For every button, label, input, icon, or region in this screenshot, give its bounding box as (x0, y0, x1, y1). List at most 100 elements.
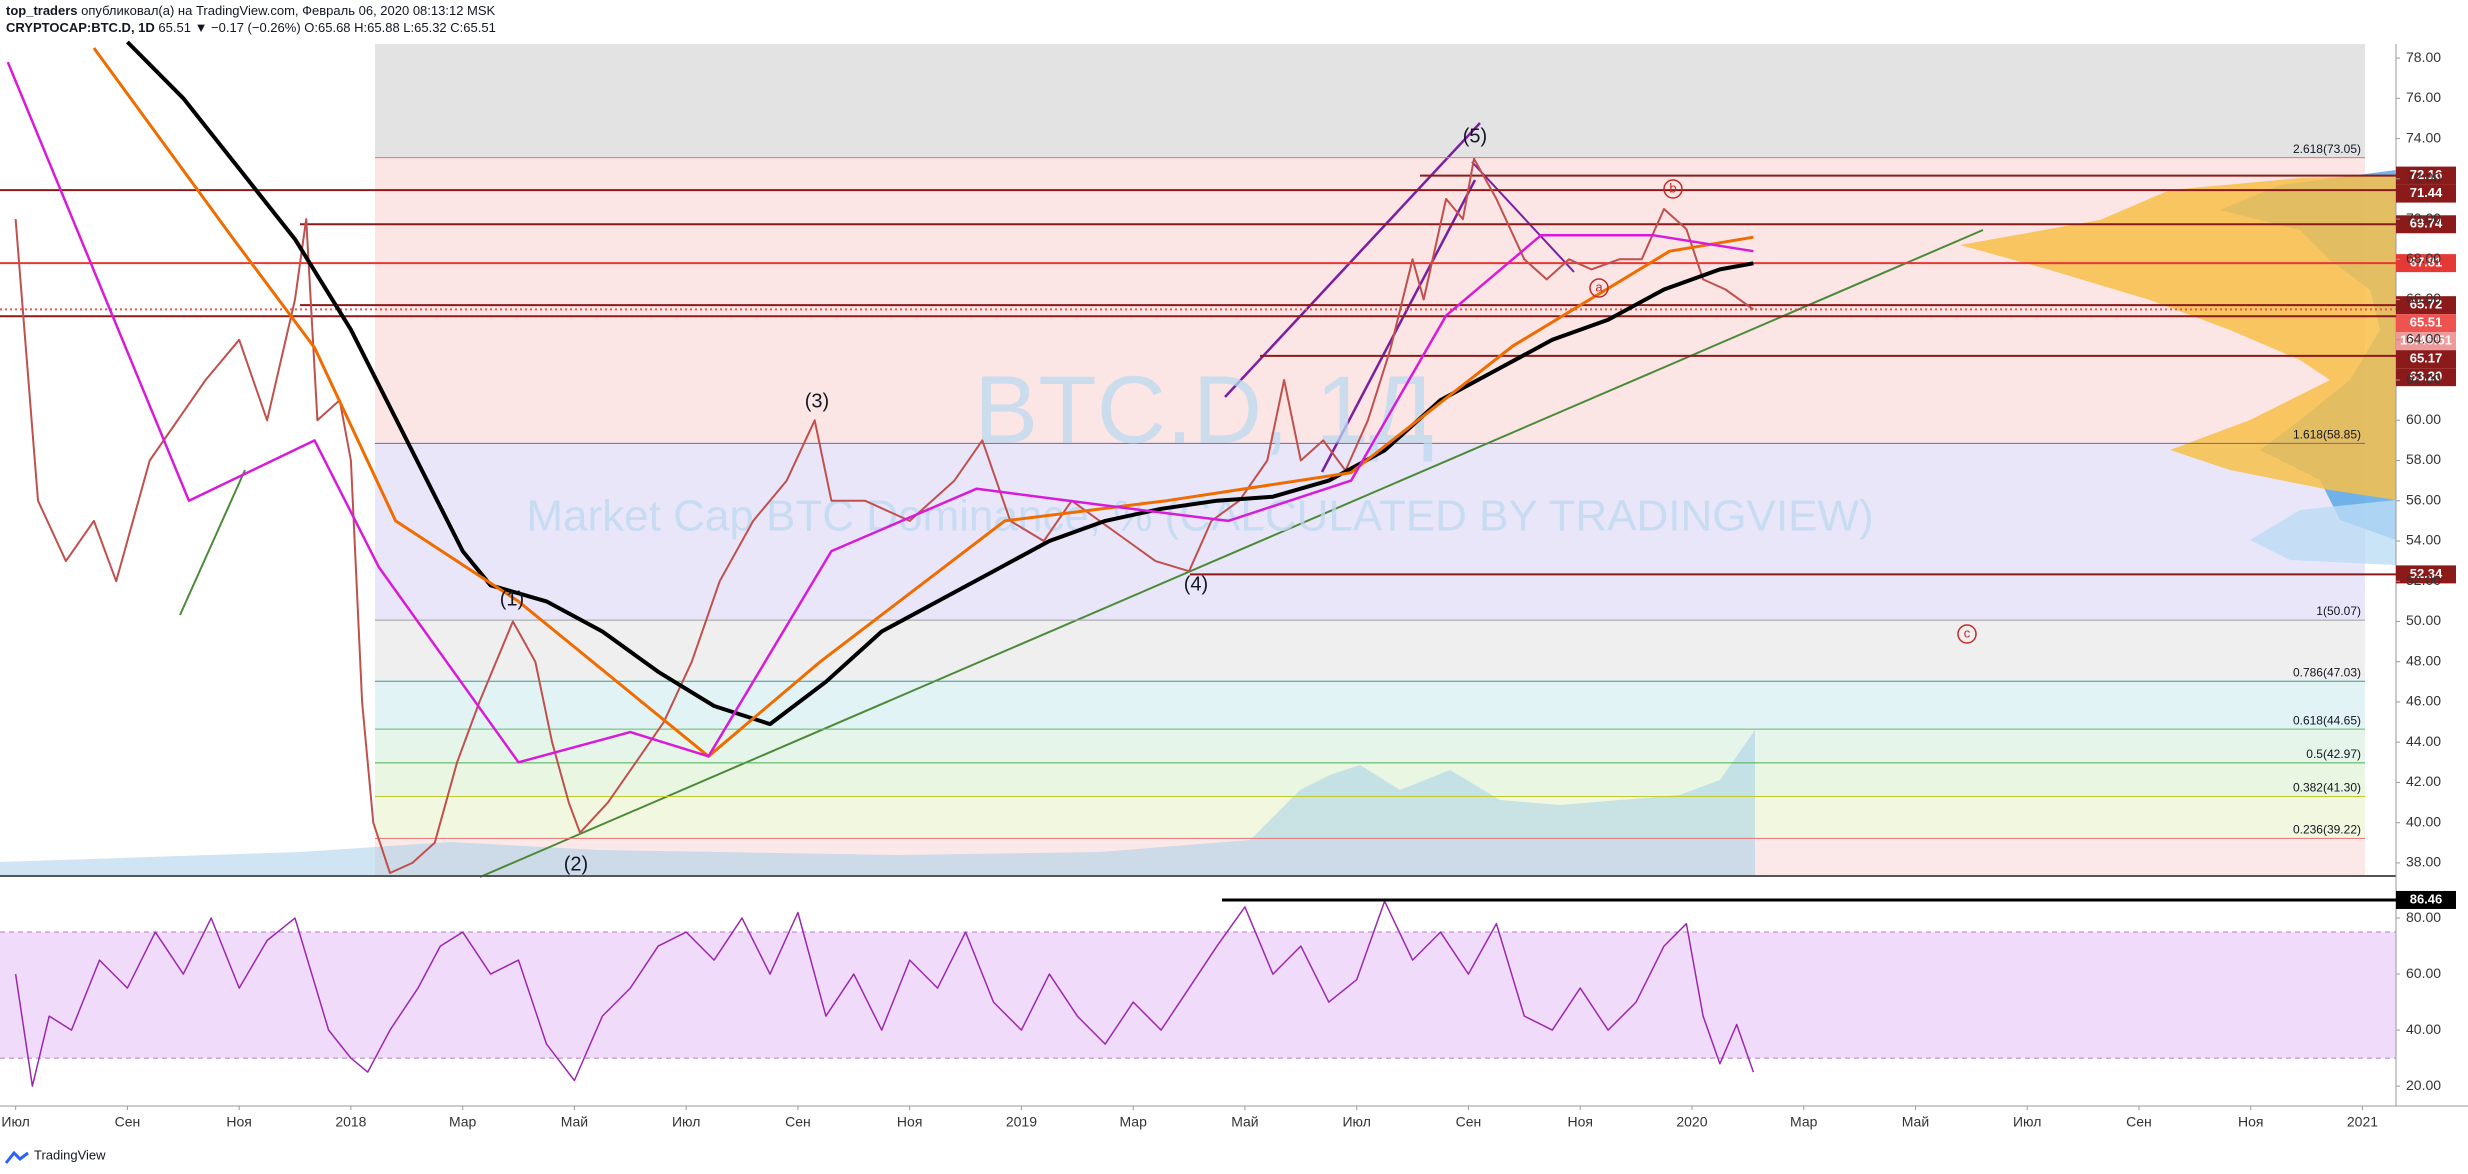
x-tick-label: Июл (672, 1114, 700, 1130)
series-line (14, 157, 1754, 874)
series-line (14, 900, 1755, 1087)
rsi-band (0, 932, 2396, 1059)
x-tick-label: 2020 (1676, 1114, 1707, 1130)
logo (4, 1150, 29, 1164)
fib-band (375, 729, 2365, 763)
wave-label: b (1669, 180, 1676, 195)
y-tick-label: 42.00 (2406, 773, 2441, 789)
fib-band (375, 44, 2365, 158)
y-tick-label: 38.00 (2406, 854, 2441, 870)
x-tick-label: Сен (785, 1114, 811, 1130)
y-tick-label: 60.00 (2406, 411, 2441, 427)
wave-circle (1957, 624, 1977, 644)
y-tick-label: 46.00 (2406, 693, 2441, 709)
symbol: CRYPTOCAP:BTC.D, 1D (6, 20, 155, 35)
quote: 65.51 ▼ −0.17 (−0.26%) O:65.68 H:65.88 L… (158, 20, 496, 35)
wave-label: (3) (805, 390, 829, 412)
fib-band (375, 157, 2365, 444)
price-label-box (2396, 166, 2456, 185)
published: опубликовал(а) на TradingView.com, Февра… (81, 3, 496, 18)
y-tick-label: 56.00 (2406, 491, 2441, 507)
y-tick-label: 74.00 (2406, 129, 2441, 145)
x-tick-label: Июл (2013, 1114, 2041, 1130)
y-tick-label: 66.00 (2406, 290, 2441, 306)
channel-line (1224, 122, 1481, 398)
fib-band (375, 620, 2365, 682)
header-line-1: top_traders опубликовал(а) на TradingVie… (6, 2, 496, 19)
series-line (125, 40, 1754, 727)
y-tick-label: 70.00 (2406, 210, 2441, 226)
y-tick-label: 20.00 (2406, 1077, 2441, 1093)
fib-label: 0.236(39.22) (2293, 823, 2361, 837)
y-tick-label: 64.00 (2406, 330, 2441, 346)
countdown-box (2396, 332, 2456, 351)
price-label-box (2396, 350, 2456, 369)
x-tick-label: Ноя (2238, 1114, 2263, 1130)
countdown: 18:46:51 (2400, 333, 2452, 348)
price-label-box (2396, 215, 2456, 234)
price-label-box (2396, 296, 2456, 315)
x-tick-label: Июл (1342, 1114, 1370, 1130)
wave-label: c (1964, 625, 1971, 640)
x-tick-label: Ноя (226, 1114, 251, 1130)
price-label: 67.81 (2410, 255, 2443, 270)
x-tick-label: 2018 (335, 1114, 366, 1130)
y-tick-label: 68.00 (2406, 250, 2441, 266)
price-label: 69.74 (2410, 216, 2443, 231)
x-tick-label: Мар (449, 1114, 477, 1130)
fib-label: 0.618(44.65) (2293, 713, 2361, 727)
y-tick-label: 40.00 (2406, 813, 2441, 829)
channel-line (1320, 179, 1477, 473)
price-label: 63.20 (2410, 369, 2443, 384)
y-tick-label: 48.00 (2406, 652, 2441, 668)
fib-label: 1(50.07) (2316, 604, 2361, 618)
fib-band (375, 443, 2365, 621)
price-label: 65.51 (2410, 315, 2443, 330)
price-label-box (2396, 890, 2456, 909)
trend-line (1471, 161, 1575, 273)
y-tick-label: 78.00 (2406, 49, 2441, 65)
price-label: 65.72 (2410, 297, 2443, 312)
header-line-2: CRYPTOCAP:BTC.D, 1D 65.51 ▼ −0.17 (−0.26… (6, 19, 496, 36)
x-tick-label: Ноя (897, 1114, 922, 1130)
header: top_traders опубликовал(а) на TradingVie… (6, 2, 496, 36)
series-line (6, 61, 1754, 764)
y-tick-label: 52.00 (2406, 572, 2441, 588)
wave-circle (1589, 278, 1609, 298)
footer: TradingView (34, 1147, 106, 1162)
y-tick-label: 44.00 (2406, 733, 2441, 749)
x-tick-label: Мар (1119, 1114, 1147, 1130)
y-tick-label: 50.00 (2406, 612, 2441, 628)
y-tick-label: 62.00 (2406, 371, 2441, 387)
y-tick-label: 72.00 (2406, 170, 2441, 186)
watermark: BTC.D, 1Д (974, 356, 1434, 463)
x-tick-label: Сен (115, 1114, 141, 1130)
volume-profile-orange (1960, 175, 2396, 500)
price-label: 52.34 (2410, 566, 2443, 581)
y-tick-label: 40.00 (2406, 1021, 2441, 1037)
background (0, 44, 2396, 1059)
fib-band (375, 681, 2365, 730)
price-label-box (2396, 565, 2456, 584)
price-label: 86.46 (2410, 891, 2443, 906)
user: top_traders (6, 3, 78, 18)
x-tick-label: Июл (1, 1114, 29, 1130)
y-tick-label: 76.00 (2406, 89, 2441, 105)
price-label-box (2396, 314, 2456, 333)
price-label: 72.16 (2410, 167, 2443, 182)
y-tick-label: 58.00 (2406, 451, 2441, 467)
x-tick-label: 2019 (1006, 1114, 1037, 1130)
series-line (92, 47, 1754, 758)
x-tick-label: Сен (2126, 1114, 2152, 1130)
wave-label: (2) (564, 853, 588, 875)
price-label: 71.44 (2410, 185, 2443, 200)
fib-label: 0.382(41.30) (2293, 781, 2361, 795)
trend-line (179, 469, 246, 616)
x-tick-label: Май (1902, 1114, 1929, 1130)
wave-label: (5) (1463, 125, 1487, 147)
y-tick-label: 80.00 (2406, 909, 2441, 925)
price-label: 65.17 (2410, 351, 2443, 366)
x-tick-label: Ноя (1567, 1114, 1592, 1130)
wave-label: a (1595, 279, 1603, 294)
